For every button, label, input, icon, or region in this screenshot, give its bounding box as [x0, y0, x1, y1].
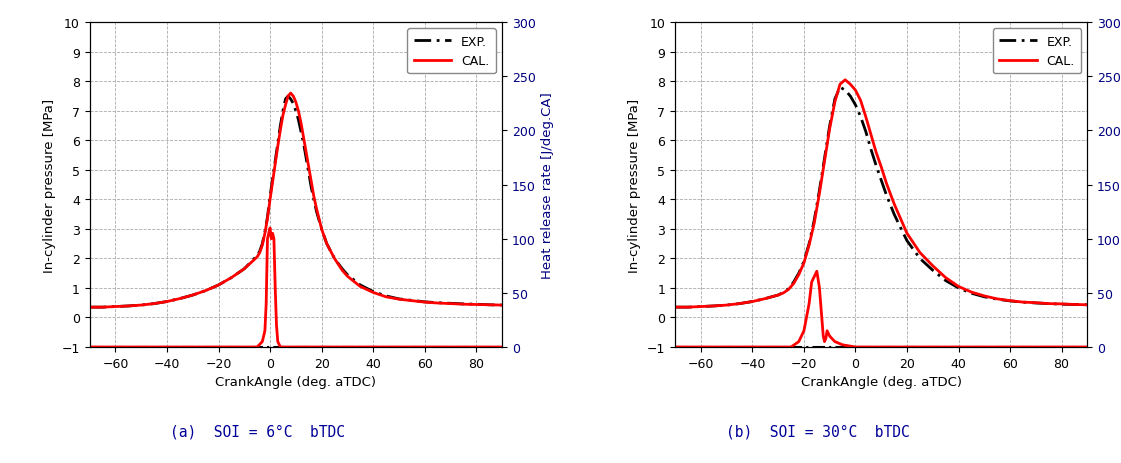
Legend: EXP., CAL.: EXP., CAL.: [993, 29, 1081, 74]
Legend: EXP., CAL.: EXP., CAL.: [407, 29, 495, 74]
Y-axis label: In-cylinder pressure [MPa]: In-cylinder pressure [MPa]: [629, 98, 641, 272]
Text: (a)  SOI = 6°C  bTDC: (a) SOI = 6°C bTDC: [170, 423, 345, 438]
Text: (b)  SOI = 30°C  bTDC: (b) SOI = 30°C bTDC: [726, 423, 910, 438]
Y-axis label: In-cylinder pressure [MPa]: In-cylinder pressure [MPa]: [43, 98, 56, 272]
Y-axis label: Heat release rate [J/deg.CA]: Heat release rate [J/deg.CA]: [541, 92, 554, 278]
X-axis label: CrankAngle (deg. aTDC): CrankAngle (deg. aTDC): [215, 375, 377, 388]
X-axis label: CrankAngle (deg. aTDC): CrankAngle (deg. aTDC): [800, 375, 962, 388]
